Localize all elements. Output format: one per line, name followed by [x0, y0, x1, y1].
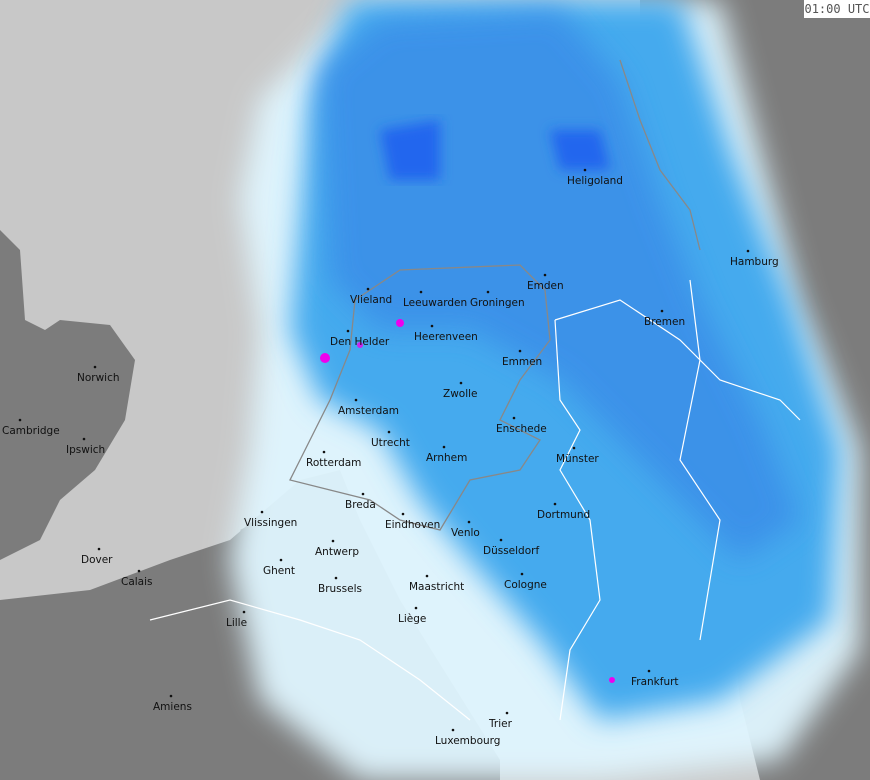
- city-dot: [137, 569, 141, 573]
- city-dot: [169, 694, 173, 698]
- city-label: Maastricht: [409, 581, 464, 593]
- city-label: Emmen: [502, 356, 542, 368]
- city-dot: [746, 249, 750, 253]
- city-label: Amsterdam: [338, 405, 399, 417]
- city-label: Dortmund: [537, 509, 590, 521]
- radar-echoes: [230, 0, 860, 780]
- city-labels: Heligoland Hamburg Emden Bremen Vlieland Leeu…: [2, 168, 779, 747]
- city-dot: [660, 309, 664, 313]
- city-label: Trier: [488, 718, 513, 730]
- city-dot: [260, 510, 264, 514]
- city-label: Eindhoven: [385, 519, 440, 531]
- city-label: Dover: [81, 554, 113, 566]
- city-dot: [346, 329, 350, 333]
- city-dot: [18, 418, 22, 422]
- city-label: Norwich: [77, 372, 120, 384]
- city-dot: [361, 492, 365, 496]
- city-label: Brussels: [318, 583, 362, 595]
- city-dot: [331, 539, 335, 543]
- city-dot: [583, 168, 587, 172]
- city-label: Cologne: [504, 579, 547, 591]
- city-dot: [572, 446, 576, 450]
- city-dot: [97, 547, 101, 551]
- city-label: Zwolle: [443, 388, 478, 400]
- city-label: Enschede: [496, 423, 547, 435]
- city-label: Groningen: [470, 297, 525, 309]
- netherlands-outline: [289, 59, 701, 531]
- country-borders: [149, 279, 801, 721]
- city-label: Antwerp: [315, 546, 359, 558]
- city-dot: [425, 574, 429, 578]
- city-label: Emden: [527, 280, 564, 292]
- city-label: Frankfurt: [631, 676, 679, 688]
- timestamp: 01:00 UTC: [804, 0, 870, 18]
- city-label: Calais: [121, 576, 153, 588]
- city-dot: [647, 669, 651, 673]
- city-label: Hamburg: [730, 256, 779, 268]
- city-dot: [419, 290, 423, 294]
- city-label: Heligoland: [567, 175, 623, 187]
- city-label: Liège: [398, 613, 426, 625]
- city-label: Amiens: [153, 701, 192, 713]
- city-label: Cambridge: [2, 425, 60, 437]
- city-label: Den Helder: [330, 336, 390, 348]
- city-dot: [520, 572, 524, 576]
- city-label: Breda: [345, 499, 376, 511]
- city-dot: [505, 711, 509, 715]
- city-label: Rotterdam: [306, 457, 361, 469]
- city-dot: [387, 430, 391, 434]
- city-dot: [322, 450, 326, 454]
- city-label: Ipswich: [66, 444, 105, 456]
- city-label: Lille: [226, 617, 247, 629]
- city-label: Leeuwarden: [403, 297, 467, 309]
- city-label: Vlieland: [350, 294, 392, 306]
- city-dot: [442, 445, 446, 449]
- city-dot: [82, 437, 86, 441]
- city-dot: [451, 728, 455, 732]
- city-dot: [93, 365, 97, 369]
- city-label: Düsseldorf: [483, 545, 539, 557]
- city-label: Arnhem: [426, 452, 467, 464]
- city-dot: [467, 520, 471, 524]
- city-label: Vlissingen: [244, 517, 297, 529]
- city-dot: [486, 290, 490, 294]
- city-dot: [430, 324, 434, 328]
- city-dot: [512, 416, 516, 420]
- city-dot: [401, 512, 405, 516]
- city-dot: [499, 538, 503, 542]
- city-label: Luxembourg: [435, 735, 500, 747]
- city-dot: [414, 606, 418, 610]
- city-dot: [553, 502, 557, 506]
- city-label: Bremen: [644, 316, 685, 328]
- city-dot: [354, 398, 358, 402]
- city-label: Münster: [556, 453, 599, 465]
- city-dot: [518, 349, 522, 353]
- city-dot: [279, 558, 283, 562]
- city-label: Heerenveen: [414, 331, 478, 343]
- city-label: Ghent: [263, 565, 295, 577]
- city-dot: [366, 287, 370, 291]
- city-dot: [459, 381, 463, 385]
- city-dot: [334, 576, 338, 580]
- city-label: Venlo: [451, 527, 480, 539]
- city-dot: [242, 610, 246, 614]
- city-dot: [543, 273, 547, 277]
- city-label: Utrecht: [371, 437, 410, 449]
